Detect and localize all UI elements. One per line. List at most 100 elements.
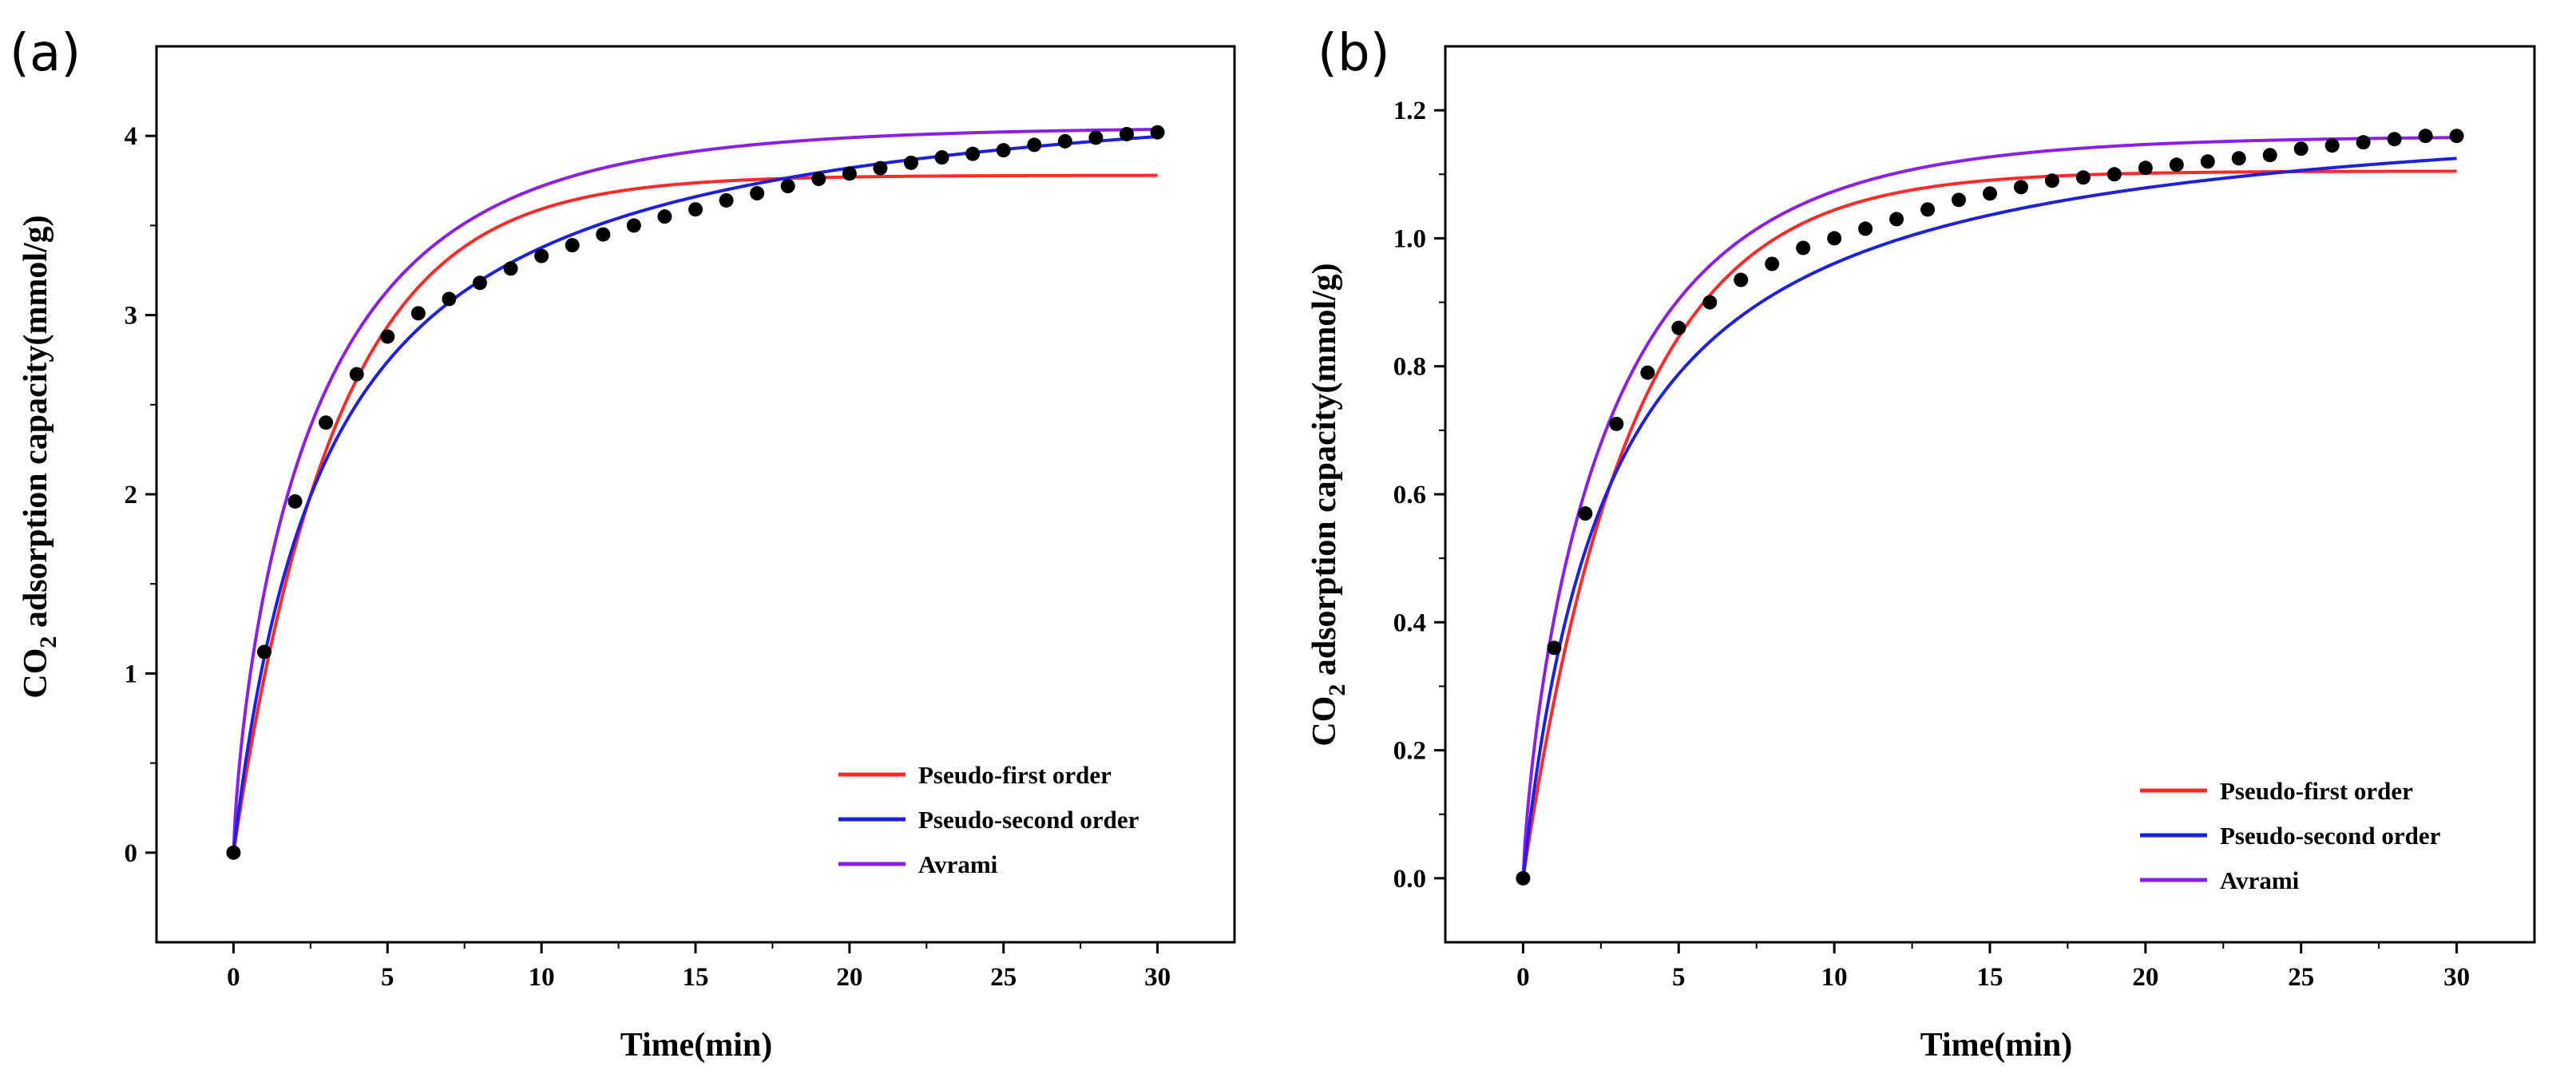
data-point-a-2 xyxy=(287,493,303,509)
x-tick-label-a-6: 30 xyxy=(1144,963,1171,992)
data-point-b-30 xyxy=(2449,129,2464,144)
y-axis-title-a: CO2 adsorption capacity(mmol/g) xyxy=(18,215,61,698)
data-point-a-22 xyxy=(904,155,918,170)
data-point-a-1 xyxy=(257,644,271,660)
data-point-b-8 xyxy=(1765,256,1780,271)
x-tick-label-b-6: 30 xyxy=(2443,963,2470,992)
x-tick-label-a-0: 0 xyxy=(227,963,240,992)
data-point-b-1 xyxy=(1547,640,1562,656)
data-point-a-26 xyxy=(1027,137,1042,153)
data-point-b-24 xyxy=(2262,148,2277,163)
data-point-a-18 xyxy=(780,179,795,194)
data-point-a-23 xyxy=(934,150,949,165)
x-axis-title-a: Time(min) xyxy=(620,1027,773,1064)
y-axis-title-b-main: CO xyxy=(1306,696,1343,747)
y-tick-label-b-0: 0.0 xyxy=(1393,865,1426,894)
data-point-b-17 xyxy=(2044,173,2059,188)
data-point-b-9 xyxy=(1796,240,1811,256)
data-point-b-0 xyxy=(1516,870,1531,886)
x-tick-label-a-3: 15 xyxy=(683,963,709,992)
data-point-a-21 xyxy=(873,161,888,176)
data-point-b-11 xyxy=(1858,221,1873,236)
series-line-b-avrami xyxy=(1521,136,2457,878)
series-line-a-pfo xyxy=(232,173,1158,854)
data-point-a-5 xyxy=(380,329,395,344)
y-axis-title-b-sub: 2 xyxy=(1324,684,1350,696)
data-point-a-29 xyxy=(1120,126,1134,141)
x-tick-label-a-1: 5 xyxy=(381,963,394,992)
y-axis-title-b-rest: adsorption capacity(mmol/g) xyxy=(1306,263,1343,684)
data-point-a-13 xyxy=(626,218,641,233)
y-tick-label-b-4: 0.8 xyxy=(1393,353,1426,382)
data-point-b-27 xyxy=(2356,135,2371,150)
data-point-a-17 xyxy=(750,186,765,201)
y-tick-label-b-5: 1.0 xyxy=(1393,224,1426,253)
legend-label-b-pfo: Pseudo-first order xyxy=(2220,777,2413,805)
data-point-b-10 xyxy=(1827,231,1842,246)
data-point-b-18 xyxy=(2075,170,2091,185)
data-point-b-16 xyxy=(2013,180,2028,195)
panel-label-a: (a) xyxy=(10,24,81,83)
data-point-b-5 xyxy=(1671,320,1686,335)
data-point-a-19 xyxy=(811,172,826,187)
data-point-a-7 xyxy=(442,291,457,307)
data-point-a-30 xyxy=(1150,125,1165,140)
legend-label-b-avrami: Avrami xyxy=(2220,866,2300,894)
series-line-a-avrami xyxy=(232,128,1158,853)
data-point-b-2 xyxy=(1578,506,1593,521)
legend-label-b-pso: Pseudo-second order xyxy=(2220,822,2441,850)
data-point-a-4 xyxy=(349,367,364,382)
y-axis-title-a-main: CO xyxy=(18,648,54,699)
data-point-a-15 xyxy=(688,202,703,217)
data-point-a-20 xyxy=(842,166,857,181)
data-point-a-8 xyxy=(473,275,487,291)
svg-text:CO2 adsorption capacity(mmol/g: CO2 adsorption capacity(mmol/g) xyxy=(18,215,61,698)
data-point-b-28 xyxy=(2387,132,2402,147)
data-point-a-27 xyxy=(1057,133,1072,149)
data-point-a-14 xyxy=(657,209,672,224)
data-point-b-6 xyxy=(1702,295,1718,310)
y-tick-label-b-2: 0.4 xyxy=(1393,608,1426,637)
x-axis-title-b: Time(min) xyxy=(1920,1027,2073,1064)
data-point-b-21 xyxy=(2169,157,2184,172)
data-point-a-28 xyxy=(1088,130,1104,145)
data-point-b-25 xyxy=(2293,141,2308,157)
data-point-b-4 xyxy=(1640,365,1655,380)
data-point-a-12 xyxy=(596,227,611,242)
data-point-b-7 xyxy=(1734,272,1749,287)
y-tick-label-b-6: 1.2 xyxy=(1393,97,1426,125)
data-point-b-20 xyxy=(2138,161,2153,176)
y-axis-title-b: CO2 adsorption capacity(mmol/g) xyxy=(1306,263,1350,746)
data-point-b-22 xyxy=(2200,154,2215,169)
legend-label-a-pso: Pseudo-second order xyxy=(918,806,1139,834)
panel-b: (b) CO2 adsorption capacity(mmol/g) Time… xyxy=(1306,24,2536,1064)
data-point-b-3 xyxy=(1609,416,1624,431)
data-point-b-13 xyxy=(1920,202,1936,217)
svg-text:CO2 adsorption capacity(mmol/g: CO2 adsorption capacity(mmol/g) xyxy=(1306,263,1350,746)
y-tick-label-b-1: 0.2 xyxy=(1393,737,1426,766)
y-tick-label-a-1: 1 xyxy=(125,660,138,688)
legend-label-a-pfo: Pseudo-first order xyxy=(918,761,1112,789)
y-axis-title-a-sub: 2 xyxy=(35,636,61,648)
panel-label-b: (b) xyxy=(1318,24,1390,83)
data-point-a-6 xyxy=(410,306,426,321)
data-point-b-15 xyxy=(1983,186,1997,201)
series-line-b-pso xyxy=(1521,157,2457,879)
data-point-b-19 xyxy=(2106,167,2122,182)
series-line-a-pso xyxy=(232,135,1158,854)
legend-label-a-avrami: Avrami xyxy=(918,850,998,878)
y-axis-title-a-rest: adsorption capacity(mmol/g) xyxy=(18,215,54,636)
x-tick-label-a-2: 10 xyxy=(529,963,555,992)
x-tick-label-b-4: 20 xyxy=(2132,963,2158,992)
data-point-b-12 xyxy=(1889,212,1904,227)
x-tick-label-b-3: 15 xyxy=(1977,963,2003,992)
data-point-a-0 xyxy=(226,845,241,860)
y-tick-label-a-2: 2 xyxy=(125,481,138,509)
y-tick-label-b-3: 0.6 xyxy=(1393,481,1426,509)
y-tick-label-a-4: 4 xyxy=(125,122,138,151)
data-point-b-23 xyxy=(2231,151,2246,166)
data-point-a-16 xyxy=(719,192,734,208)
x-tick-label-b-1: 5 xyxy=(1672,963,1686,992)
x-tick-label-a-5: 25 xyxy=(990,963,1017,992)
